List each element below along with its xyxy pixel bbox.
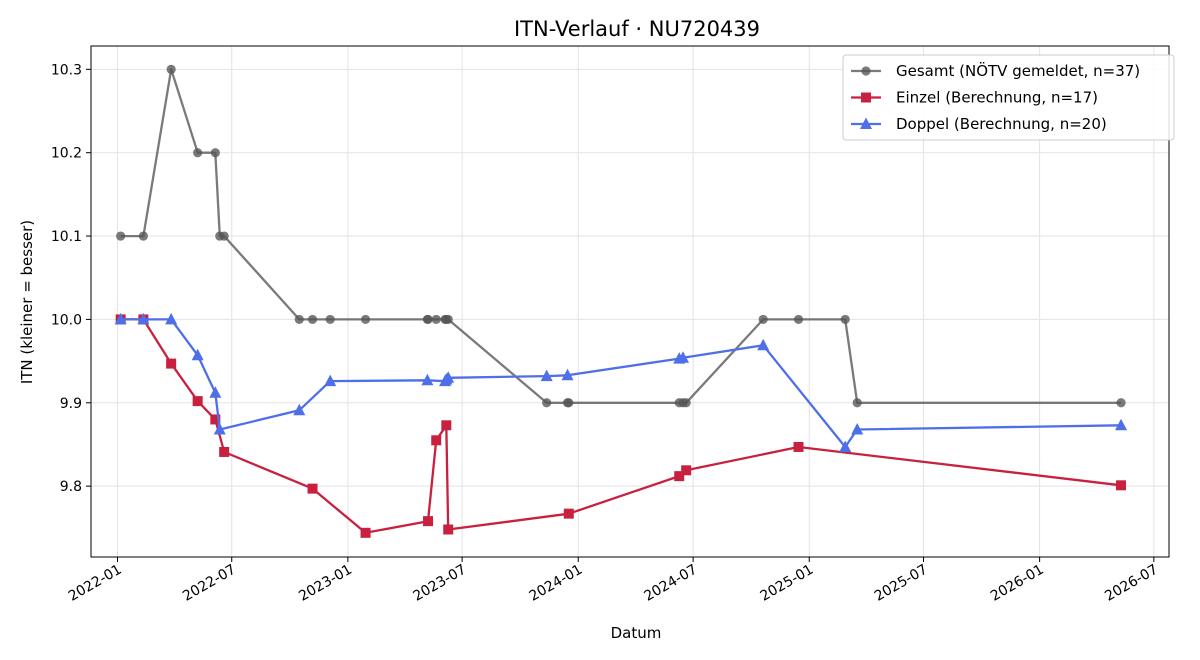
plot-area bbox=[90, 45, 1170, 558]
series-layer bbox=[114, 64, 1128, 538]
data-point bbox=[423, 516, 434, 527]
x-tick-label: 2024-01 bbox=[527, 562, 586, 605]
y-tick-label: 9.9 bbox=[60, 396, 82, 412]
legend-entry: Doppel (Berechnung, n=20) bbox=[851, 115, 1107, 133]
data-point bbox=[677, 351, 690, 363]
legend-marker bbox=[860, 117, 872, 129]
series-triangle bbox=[114, 312, 1128, 452]
data-point bbox=[851, 422, 864, 435]
data-point bbox=[758, 314, 768, 325]
data-point bbox=[219, 231, 229, 241]
x-tick-label: 2026-01 bbox=[988, 562, 1047, 605]
data-point bbox=[421, 373, 434, 386]
data-point bbox=[852, 398, 862, 408]
grid bbox=[91, 46, 1169, 557]
data-point bbox=[757, 338, 770, 351]
legend-label: Gesamt (NÖTV gemeldet, n=37) bbox=[896, 61, 1140, 80]
legend-box bbox=[842, 54, 1175, 141]
data-point bbox=[294, 314, 304, 325]
data-point bbox=[441, 420, 452, 431]
x-tick-label: 2023-07 bbox=[410, 562, 469, 605]
legend: Gesamt (NÖTV gemeldet, n=37) Einzel (Bere… bbox=[842, 54, 1175, 141]
data-point bbox=[431, 314, 441, 325]
data-point bbox=[840, 314, 850, 325]
data-point bbox=[137, 312, 150, 325]
legend-entry: Einzel (Berechnung, n=17) bbox=[851, 89, 1098, 107]
series-line bbox=[120, 318, 1122, 449]
data-point bbox=[431, 435, 442, 446]
series-line bbox=[120, 318, 1122, 534]
x-axis-label: Datum bbox=[611, 624, 662, 642]
data-point bbox=[325, 314, 335, 325]
data-point bbox=[1116, 480, 1127, 491]
data-point bbox=[360, 314, 371, 325]
data-point bbox=[563, 508, 574, 519]
data-point bbox=[442, 371, 455, 383]
data-point bbox=[839, 440, 852, 452]
data-point bbox=[307, 483, 318, 494]
legend-label: Doppel (Berechnung, n=20) bbox=[896, 115, 1107, 133]
data-point bbox=[1115, 418, 1128, 431]
data-point bbox=[166, 64, 176, 74]
data-point bbox=[193, 148, 203, 158]
chart-title: ITN-Verlauf · NU720439 bbox=[514, 17, 760, 41]
data-point bbox=[192, 396, 203, 407]
legend-marker bbox=[861, 92, 871, 103]
data-point bbox=[116, 231, 126, 241]
data-point bbox=[561, 368, 574, 381]
data-point bbox=[324, 374, 337, 387]
x-tick-label: 2022-07 bbox=[180, 562, 239, 605]
y-tick-label: 10.1 bbox=[51, 229, 82, 245]
data-point bbox=[681, 398, 691, 408]
data-point bbox=[219, 446, 230, 457]
data-point bbox=[213, 422, 226, 435]
x-tick-label: 2025-07 bbox=[872, 562, 931, 605]
x-tick-label: 2023-01 bbox=[296, 562, 355, 605]
series-circle bbox=[116, 64, 1126, 408]
y-tick-label: 9.8 bbox=[60, 479, 82, 495]
data-point bbox=[166, 358, 177, 369]
data-point bbox=[674, 471, 685, 482]
y-tick-label: 10.0 bbox=[51, 312, 82, 328]
legend-marker bbox=[861, 66, 871, 76]
data-point bbox=[209, 386, 222, 398]
data-point bbox=[793, 314, 804, 325]
series-square bbox=[115, 314, 1127, 538]
x-axis: 2022-01 2022-07 2023-01 2023-07 2024-01 2024-… bbox=[66, 557, 1161, 605]
data-point bbox=[360, 527, 371, 538]
data-point bbox=[210, 148, 220, 158]
x-tick-label: 2026-07 bbox=[1102, 562, 1161, 605]
data-point bbox=[423, 314, 433, 325]
x-tick-label: 2024-07 bbox=[641, 562, 700, 605]
data-point bbox=[138, 231, 148, 241]
data-point bbox=[540, 369, 553, 382]
legend-label: Einzel (Berechnung, n=17) bbox=[896, 89, 1098, 107]
data-point bbox=[191, 348, 204, 361]
data-point bbox=[114, 312, 127, 325]
data-point bbox=[542, 398, 552, 408]
data-point bbox=[443, 524, 454, 535]
data-point bbox=[793, 441, 804, 452]
legend-entry: Gesamt (NÖTV gemeldet, n=37) bbox=[851, 61, 1140, 80]
data-point bbox=[564, 398, 574, 408]
data-point bbox=[210, 414, 221, 425]
y-tick-label: 10.3 bbox=[51, 62, 82, 78]
data-point bbox=[443, 314, 453, 325]
data-point bbox=[681, 465, 692, 476]
data-point bbox=[1116, 398, 1126, 408]
x-tick-label: 2025-01 bbox=[758, 562, 817, 605]
data-point bbox=[165, 312, 178, 325]
y-axis: 9.8 9.9 10.0 10.1 10.2 10.3 bbox=[51, 62, 91, 495]
data-point bbox=[293, 403, 306, 416]
x-tick-label: 2022-01 bbox=[66, 562, 125, 605]
y-axis-label: ITN (kleiner = besser) bbox=[18, 220, 36, 384]
data-point bbox=[307, 314, 318, 325]
y-tick-label: 10.2 bbox=[51, 146, 82, 162]
